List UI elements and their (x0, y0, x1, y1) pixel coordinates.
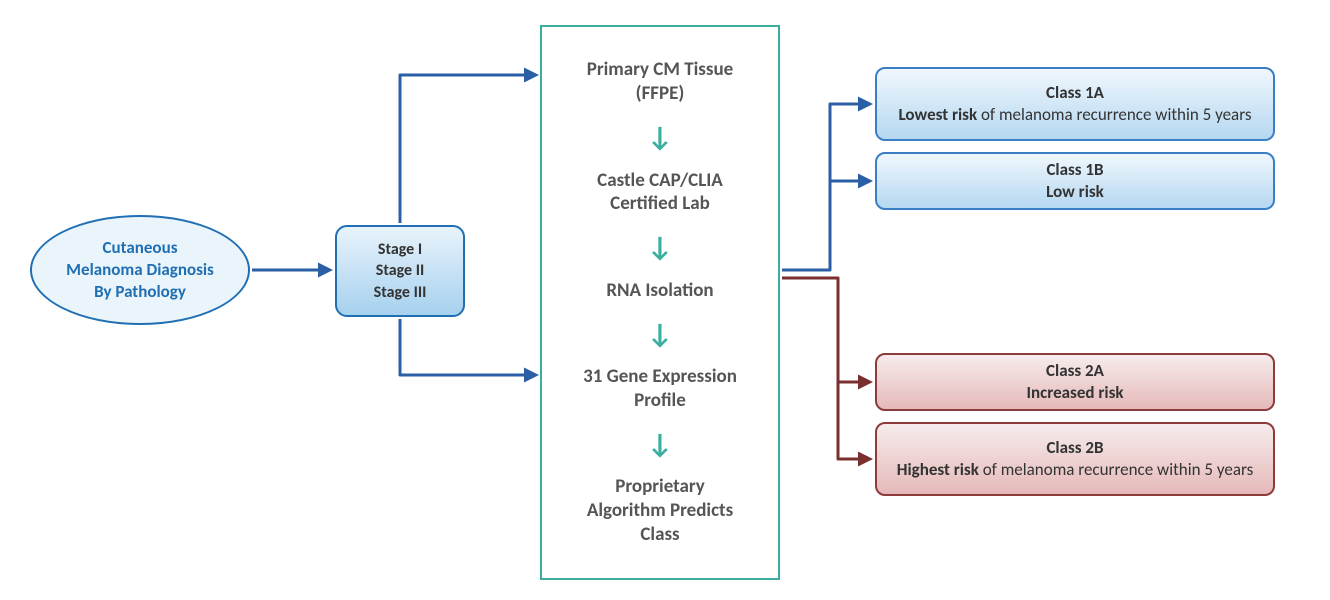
process-step-line: Profile (583, 389, 737, 413)
class-2a-node: Class 2A Increased risk (875, 353, 1275, 411)
process-step-line: RNA Isolation (606, 279, 713, 303)
class-1b-node: Class 1B Low risk (875, 152, 1275, 210)
down-arrow-icon: ↓ (647, 233, 672, 261)
start-node: Cutaneous Melanoma Diagnosis By Patholog… (30, 215, 250, 325)
stage-to-process-bot (400, 319, 536, 375)
class-2a-title: Class 2A (1046, 360, 1104, 382)
start-line-1: Melanoma Diagnosis (66, 259, 214, 281)
stage-line-0: Stage I (378, 239, 422, 261)
stage-line-2: Stage III (374, 282, 427, 304)
process-step-line: Algorithm Predicts (587, 499, 733, 523)
process-step-line: 31 Gene Expression (583, 365, 737, 389)
down-arrow-icon: ↓ (647, 320, 672, 348)
class-2b-desc-post: of melanoma recurrence within 5 years (979, 459, 1253, 480)
stage-node: Stage I Stage II Stage III (335, 225, 465, 317)
process-step: Castle CAP/CLIACertified Lab (597, 169, 723, 217)
class-1a-desc-pre: Lowest risk (899, 104, 978, 125)
process-to-class1a (782, 104, 870, 270)
class-2b-desc: Highest risk of melanoma recurrence with… (897, 459, 1254, 481)
process-step: RNA Isolation (606, 279, 713, 303)
process-step-line: Class (587, 523, 733, 547)
start-line-2: By Pathology (94, 281, 186, 303)
class-2a-desc-pre: Increased risk (1026, 382, 1123, 403)
class-2b-desc-pre: Highest risk (897, 459, 979, 480)
class-1b-title: Class 1B (1046, 159, 1103, 181)
process-step-line: Primary CM Tissue (587, 58, 733, 82)
process-step: ProprietaryAlgorithm PredictsClass (587, 475, 733, 546)
process-step-line: Certified Lab (597, 192, 723, 216)
class-2b-title: Class 2B (1046, 437, 1103, 459)
stage-to-process-top (400, 75, 536, 223)
class-2a-desc: Increased risk (1026, 382, 1123, 404)
process-step: 31 Gene ExpressionProfile (583, 365, 737, 413)
process-step-line: (FFPE) (587, 82, 733, 106)
process-to-class2a (782, 278, 870, 382)
down-arrow-icon: ↓ (647, 430, 672, 458)
process-step-line: Proprietary (587, 475, 733, 499)
class-2b-node: Class 2B Highest risk of melanoma recurr… (875, 422, 1275, 496)
process-step: Primary CM Tissue(FFPE) (587, 58, 733, 106)
class-1a-desc: Lowest risk of melanoma recurrence withi… (899, 104, 1252, 126)
class-1a-node: Class 1A Lowest risk of melanoma recurre… (875, 67, 1275, 141)
process-step-line: Castle CAP/CLIA (597, 169, 723, 193)
start-line-0: Cutaneous (103, 237, 178, 259)
down-arrow-icon: ↓ (647, 123, 672, 151)
class-1b-desc: Low risk (1046, 181, 1104, 203)
class-1a-title: Class 1A (1046, 82, 1104, 104)
class-1a-desc-post: of melanoma recurrence within 5 years (977, 104, 1251, 125)
stage-line-1: Stage II (376, 260, 424, 282)
class-1b-desc-pre: Low risk (1046, 181, 1104, 202)
process-to-class2b (838, 382, 870, 459)
process-node: Primary CM Tissue(FFPE)↓Castle CAP/CLIAC… (540, 25, 780, 580)
